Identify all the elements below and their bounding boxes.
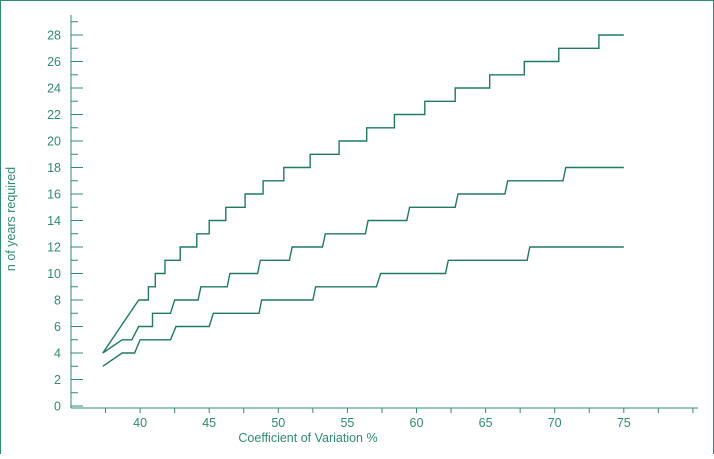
x-tick-label: 70 bbox=[548, 416, 562, 430]
y-tick-label: 8 bbox=[54, 294, 61, 308]
y-tick-label: 20 bbox=[47, 135, 61, 149]
x-tick-label: 65 bbox=[479, 416, 493, 430]
axes bbox=[70, 15, 698, 409]
x-tick-label: 75 bbox=[617, 416, 631, 430]
series-group bbox=[102, 34, 624, 367]
y-tick-label: 16 bbox=[47, 188, 61, 202]
y-tick-label: 18 bbox=[47, 161, 61, 175]
x-tick-label: 40 bbox=[133, 416, 147, 430]
y-tick-label: 26 bbox=[47, 55, 61, 69]
series-line-1 bbox=[102, 34, 624, 354]
x-tick-label: 60 bbox=[410, 416, 424, 430]
y-tick-label: 22 bbox=[47, 108, 61, 122]
x-tick-label: 45 bbox=[202, 416, 216, 430]
y-tick-label: 2 bbox=[54, 373, 61, 387]
y-tick-label: 14 bbox=[47, 214, 61, 228]
y-tick-label: 12 bbox=[47, 241, 61, 255]
x-axis-label: Coefficient of Variation % bbox=[238, 431, 377, 445]
y-axis-label: n of years required bbox=[4, 167, 18, 271]
x-tick-label: 55 bbox=[340, 416, 354, 430]
y-tick-label: 4 bbox=[54, 347, 61, 361]
y-tick-label: 10 bbox=[47, 267, 61, 281]
y-tick-label: 0 bbox=[54, 400, 61, 414]
y-tick-label: 24 bbox=[47, 82, 61, 96]
series-line-3 bbox=[102, 246, 624, 367]
x-tick-label: 50 bbox=[271, 416, 285, 430]
series-line-2 bbox=[102, 166, 624, 354]
y-tick-label: 28 bbox=[47, 29, 61, 43]
y-tick-label: 6 bbox=[54, 320, 61, 334]
